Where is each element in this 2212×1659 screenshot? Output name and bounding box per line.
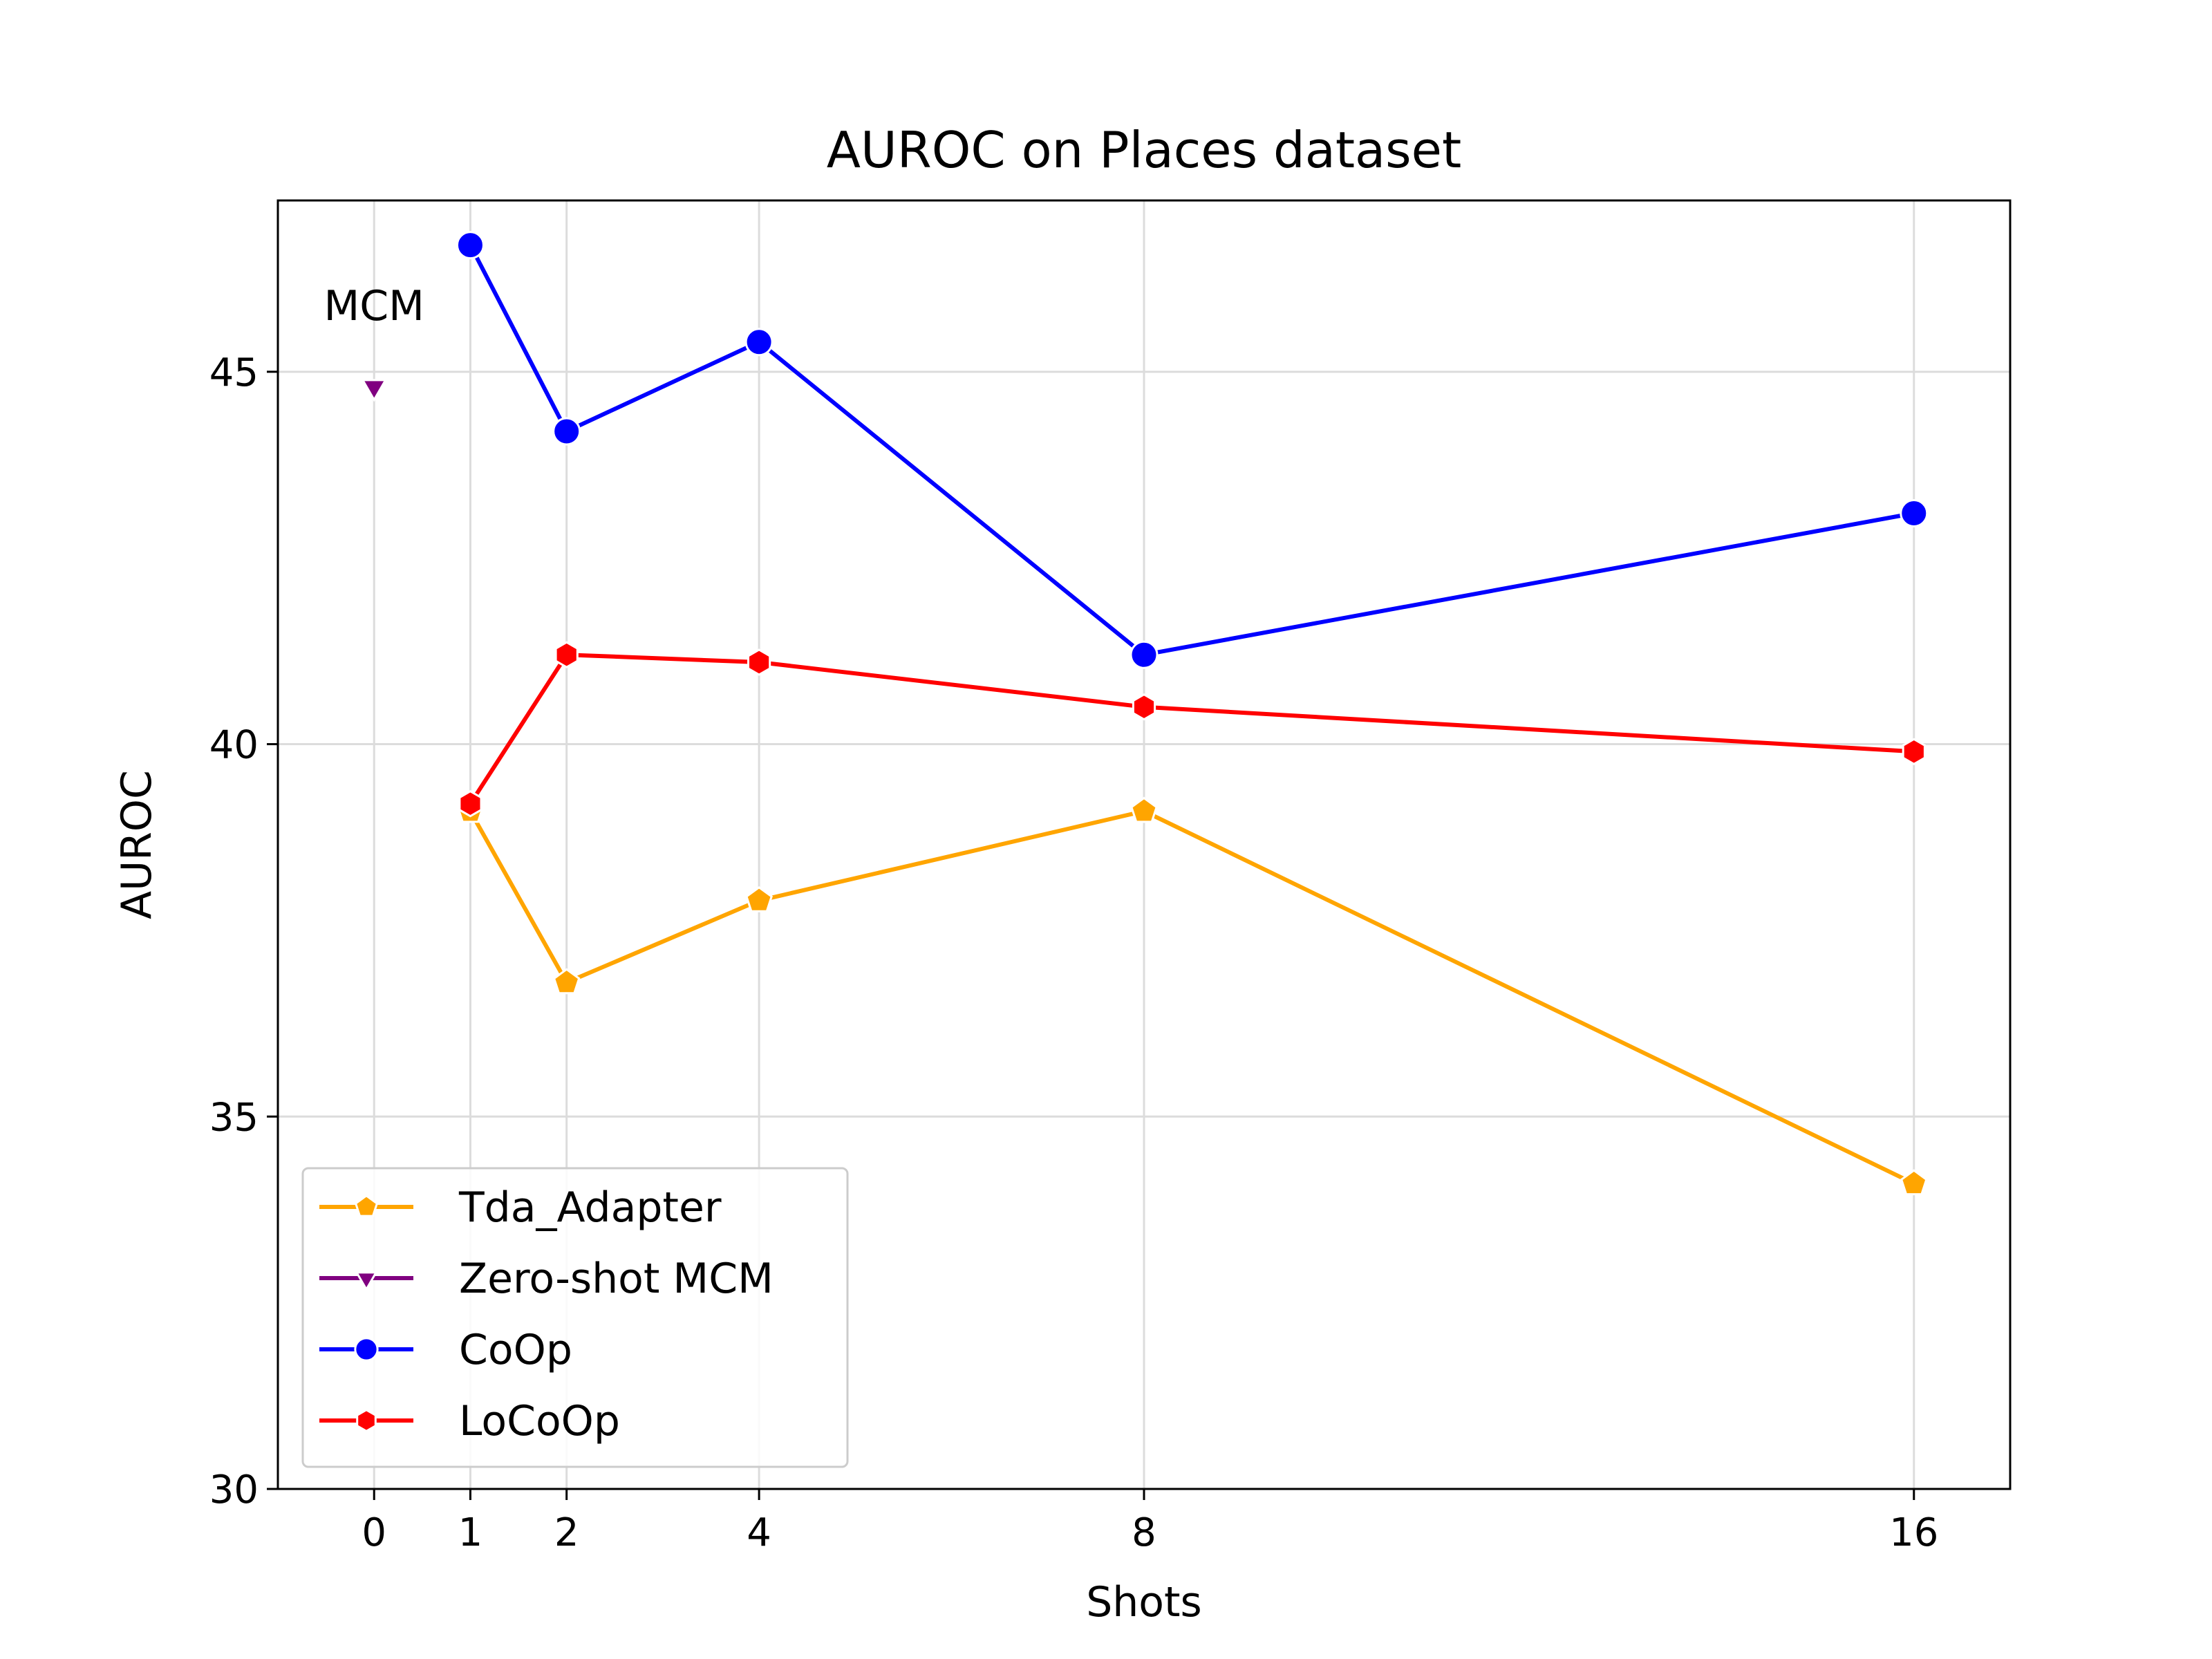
x-tick-label: 4 bbox=[747, 1510, 771, 1555]
chart-title: AUROC on Places dataset bbox=[827, 121, 1461, 179]
data-point-tda-adapter bbox=[1130, 796, 1158, 823]
data-point-locoop bbox=[458, 789, 482, 818]
legend-marker-zero-shot-mcm bbox=[355, 1271, 378, 1292]
legend-marker-coop bbox=[354, 1337, 379, 1362]
data-point-coop bbox=[456, 231, 485, 260]
x-tick-label: 2 bbox=[554, 1510, 579, 1555]
legend-label-locoop: LoCoOp bbox=[459, 1397, 620, 1445]
x-tick-label: 1 bbox=[458, 1510, 483, 1555]
axis-ticks: 0 1 2 4 8 16 30 35 40 45 bbox=[209, 350, 1939, 1555]
data-point-locoop bbox=[554, 641, 579, 668]
legend-marker-tda-adapter bbox=[354, 1194, 379, 1217]
legend-label-tda-adapter: Tda_Adapter bbox=[458, 1183, 722, 1232]
legend-marker-locoop bbox=[356, 1408, 377, 1433]
x-axis-label: Shots bbox=[1086, 1578, 1202, 1627]
x-tick-label: 8 bbox=[1132, 1510, 1156, 1555]
data-point-tda-adapter bbox=[745, 885, 773, 912]
data-point-tda-adapter bbox=[552, 968, 581, 995]
series-coop bbox=[456, 231, 1929, 669]
data-point-coop bbox=[1900, 499, 1929, 528]
data-point-coop bbox=[1130, 640, 1159, 669]
data-point-tda-adapter bbox=[1900, 1169, 1928, 1196]
legend-box bbox=[301, 1167, 849, 1468]
y-tick-label: 45 bbox=[209, 350, 259, 395]
x-tick-label: 16 bbox=[1889, 1510, 1938, 1555]
series-locoop bbox=[458, 641, 1926, 818]
series-zero-shot-mcm bbox=[361, 379, 388, 402]
data-point-zero-shot-mcm bbox=[361, 379, 388, 402]
y-tick-label: 40 bbox=[209, 723, 259, 768]
data-point-locoop bbox=[747, 648, 771, 676]
plot-series bbox=[361, 231, 1929, 1196]
legend-label-coop: CoOp bbox=[459, 1326, 572, 1374]
annotation-mcm: MCM bbox=[324, 282, 424, 330]
data-point-locoop bbox=[1902, 738, 1926, 766]
series-tda-adapter bbox=[456, 796, 1928, 1196]
y-tick-label: 35 bbox=[209, 1095, 259, 1140]
data-point-locoop bbox=[1132, 693, 1156, 721]
x-tick-label: 0 bbox=[362, 1510, 386, 1555]
legend-label-zero-shot-mcm: Zero-shot MCM bbox=[459, 1255, 774, 1303]
data-point-coop bbox=[552, 417, 581, 446]
data-point-coop bbox=[744, 328, 774, 357]
legend: Tda_Adapter Zero-shot MCM CoOp LoCoOp bbox=[301, 1167, 849, 1468]
y-axis-label: AUROC bbox=[113, 770, 161, 919]
y-tick-label: 30 bbox=[209, 1468, 259, 1512]
